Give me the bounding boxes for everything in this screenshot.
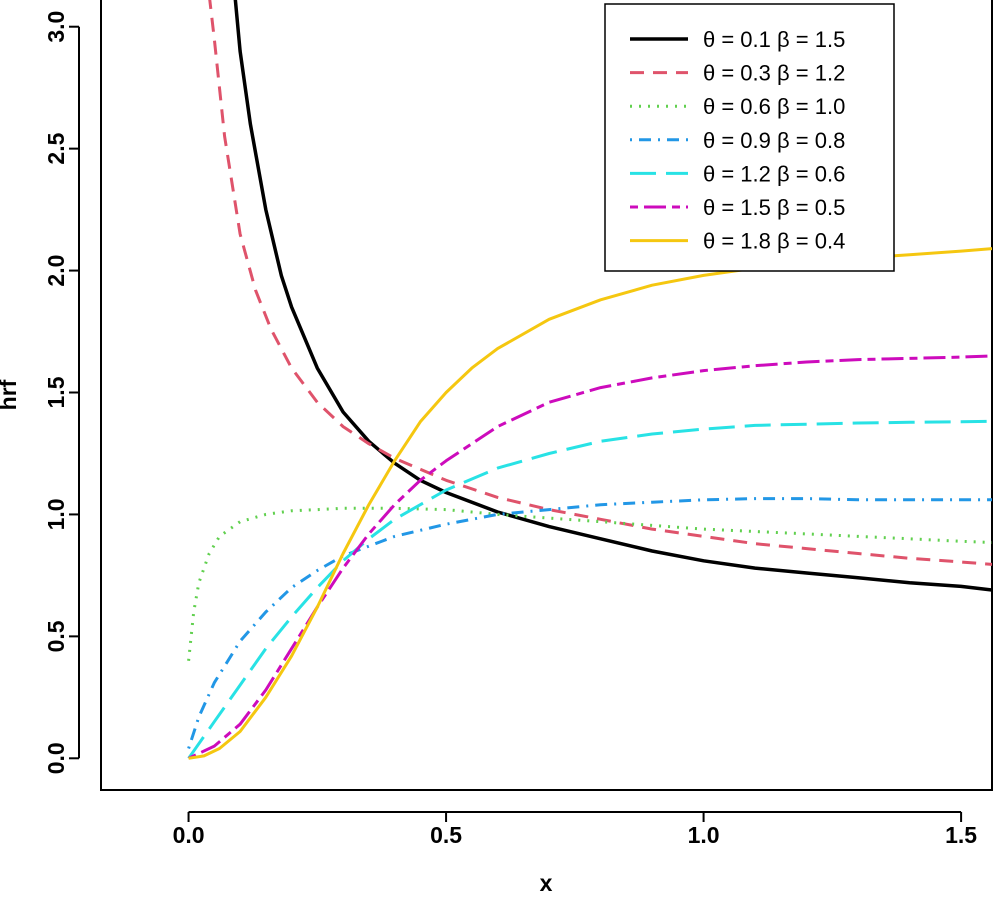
series-line-3-0-6-1-0 <box>187 506 992 661</box>
legend-label-6: θ = 1.5 β = 0.5 <box>703 195 845 220</box>
legend-label-5: θ = 1.2 β = 0.6 <box>703 161 845 186</box>
legend: θ = 0.1 β = 1.5 θ = 0.3 β = 1.2 θ = 0.6 β … <box>604 3 895 272</box>
series-line-7-1-8-0-4 <box>188 247 992 760</box>
legend-label-2: θ = 0.3 β = 1.2 <box>703 61 845 86</box>
legend-label-3: θ = 0.6 β = 1.0 <box>703 94 845 119</box>
x-tick-label: 0.5 <box>430 822 462 848</box>
y-axis-title: hrf <box>0 379 21 410</box>
series-line-1-0-1-1-5 <box>233 0 992 592</box>
y-tick-label: 2.0 <box>43 255 69 287</box>
series-line-4-0-9-0-8 <box>187 497 992 749</box>
y-tick-label: 0.0 <box>43 742 69 774</box>
y-tick-label: 2.5 <box>43 132 69 164</box>
legend-label-7: θ = 1.8 β = 0.4 <box>703 229 845 254</box>
y-tick-label: 1.5 <box>43 376 69 408</box>
x-tick-label: 0.0 <box>173 822 205 848</box>
y-tick-label: 1.0 <box>43 498 69 530</box>
series-line-2-0-3-1-2 <box>208 0 992 566</box>
series-line-6-1-5-0-5 <box>187 354 992 760</box>
x-tick-label: 1.5 <box>945 822 977 848</box>
y-tick-label: 0.5 <box>43 620 69 652</box>
x-tick-label: 1.0 <box>688 822 720 848</box>
legend-label-1: θ = 0.1 β = 1.5 <box>703 27 845 52</box>
legend-label-4: θ = 0.9 β = 0.8 <box>703 128 845 153</box>
x-axis-title: x <box>540 870 553 896</box>
y-tick-label: 3.0 <box>43 11 69 43</box>
series-line-5-1-2-0-6 <box>187 419 992 760</box>
plot-frame <box>100 0 993 791</box>
legend-box <box>604 3 895 272</box>
axes-layer: 0.0 0.5 1.0 1.5 0.0 0.5 1.0 1.5 2.0 2.5 3.0 <box>43 11 977 848</box>
